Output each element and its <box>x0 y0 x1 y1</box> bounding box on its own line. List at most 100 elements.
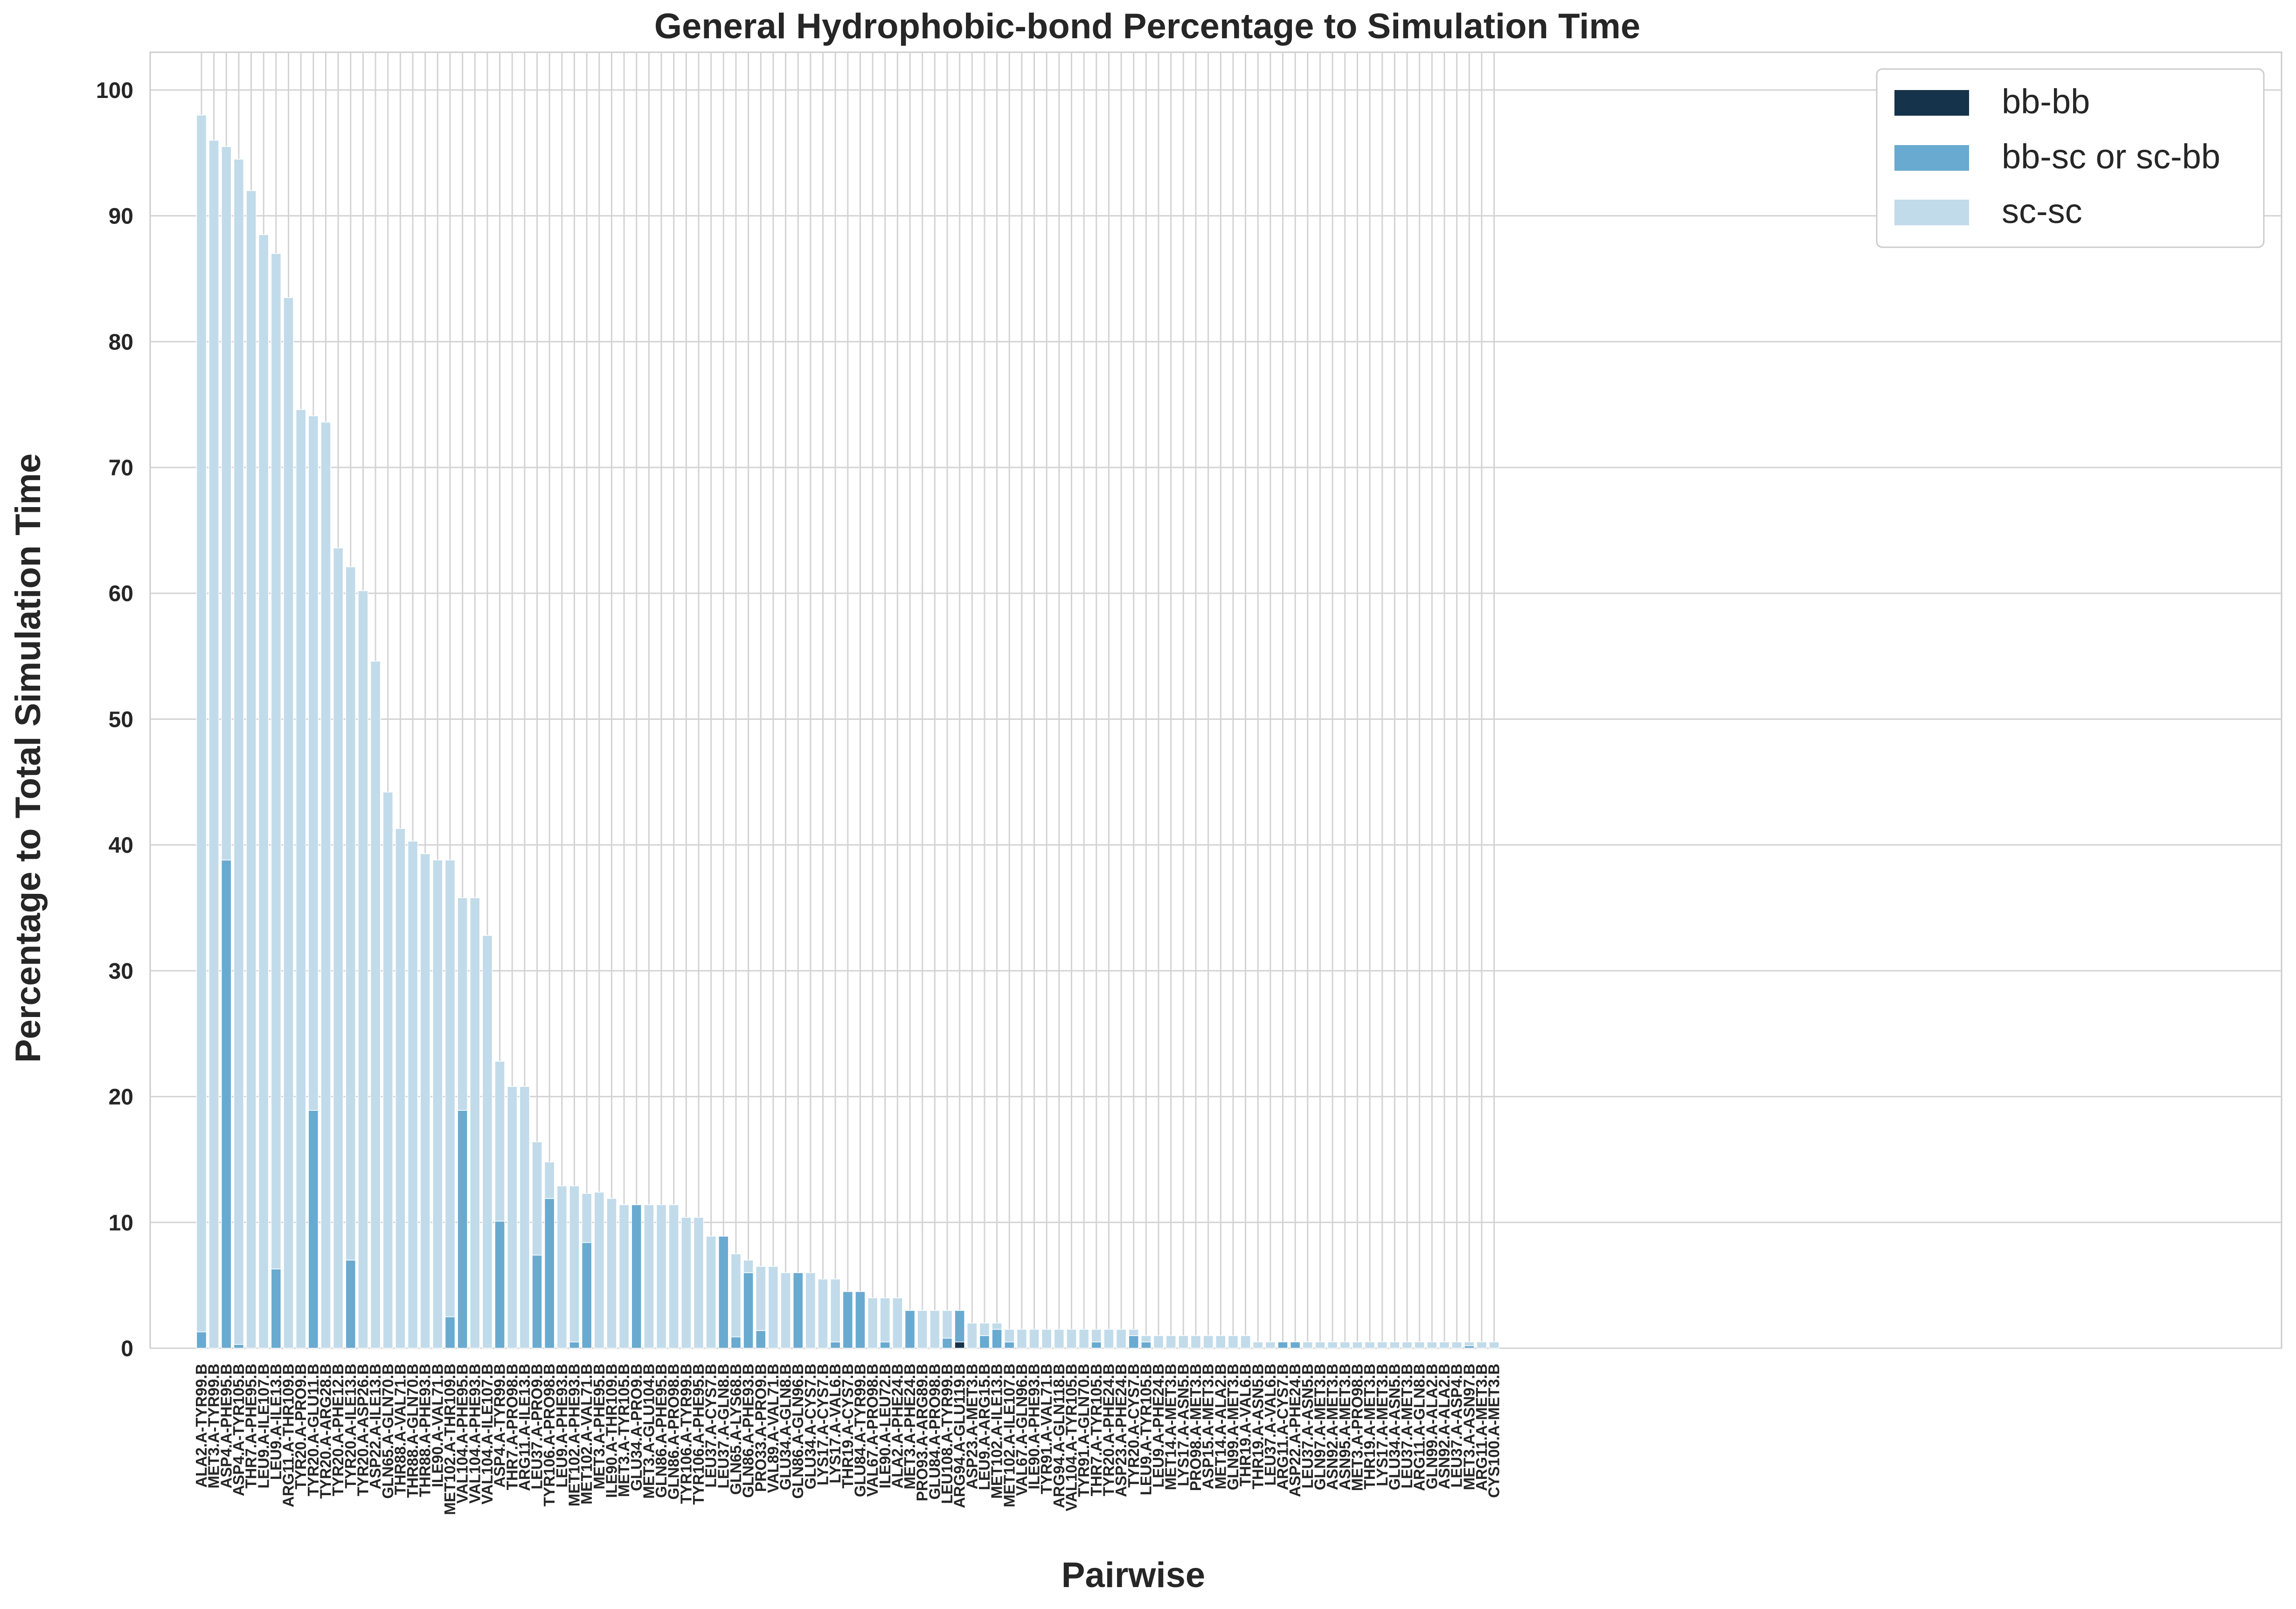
x-tick-label: THR7.A-PHE95.B <box>243 1364 260 1489</box>
bar-segment-sc-sc <box>581 1193 592 1243</box>
x-tick-label: LEU108.A-TYR99.B <box>938 1364 956 1504</box>
bar-segment-sc-sc <box>494 1061 505 1222</box>
bar-segment-sc-sc <box>1190 1335 1201 1349</box>
x-tick-label: MET3.A-ASN97.B <box>1460 1364 1477 1490</box>
legend-label-sc-sc: sc-sc <box>2002 192 2082 230</box>
bar-segment-sc-sc <box>1364 1341 1375 1349</box>
x-tick-label: ARG11.A-THR109.B <box>280 1364 297 1507</box>
x-tick-label: MET102.A-THR109.B <box>441 1364 458 1515</box>
bar-segment-sc-sc <box>1476 1341 1487 1349</box>
x-tick-label: MET102.A-PHE93.B <box>566 1364 583 1506</box>
x-tick-label: TYR91.A-VAL71.B <box>1038 1364 1055 1494</box>
bar-segment-sc-sc <box>382 792 393 1349</box>
bar-segment-bb-sc-or-sc-bb <box>457 1110 468 1349</box>
x-tick-label: GLN65.A-LYS68.B <box>727 1364 744 1495</box>
bar-segment-sc-sc <box>1165 1335 1176 1349</box>
bar-segment-bb-sc-or-sc-bb <box>581 1242 592 1349</box>
x-tick-label: TYR20.A-ASP26.B <box>354 1364 371 1496</box>
bar-segment-sc-sc <box>892 1297 903 1349</box>
bar-segment-sc-sc <box>1265 1341 1276 1349</box>
x-tick-label: GLU84.A-TYR99.B <box>851 1364 868 1497</box>
x-tick-label: MET3.A-TYR105.B <box>615 1364 632 1497</box>
x-tick-label: MET14.A-ALA2.B <box>1212 1364 1229 1490</box>
x-tick-label: VAL104.A-TYR105.B <box>1063 1364 1080 1511</box>
bar-segment-sc-sc <box>345 566 356 1261</box>
x-tick-label: GLN86.A-GLN96.B <box>789 1364 806 1499</box>
bar-segment-bb-sc-or-sc-bb <box>718 1236 729 1349</box>
bar-segment-sc-sc <box>780 1272 791 1349</box>
x-tick-label: ASN92.A-MET3.B <box>1324 1364 1341 1490</box>
bar-segment-sc-sc <box>320 422 331 1349</box>
x-tick-label: GLN86.A-PHE93.B <box>740 1364 757 1498</box>
y-tick-label: 60 <box>109 582 133 606</box>
x-tick-label: THR7.A-PRO98.B <box>503 1364 520 1490</box>
bar-segment-bb-sc-or-sc-bb <box>792 1272 804 1349</box>
bar-segment-sc-sc <box>706 1236 716 1349</box>
y-tick-label: 80 <box>109 330 133 355</box>
bar-segment-bb-sc-or-sc-bb <box>345 1260 356 1349</box>
bar-segment-sc-sc <box>1029 1329 1040 1349</box>
bar-segment-bb-sc-or-sc-bb <box>532 1254 542 1349</box>
bar-segment-bb-sc-or-sc-bb <box>1004 1341 1015 1349</box>
bar-segment-sc-sc <box>1352 1341 1363 1349</box>
bar-segment-sc-sc <box>681 1217 692 1349</box>
bar-segment-bb-sc-or-sc-bb <box>756 1330 766 1349</box>
x-tick-label: GLN99.A-MET3.B <box>1224 1364 1242 1490</box>
x-tick-label: ASP22.A-PHE24.B <box>1286 1364 1304 1497</box>
bar-segment-bb-bb <box>954 1341 965 1349</box>
bar-segment-sc-sc <box>1253 1341 1263 1349</box>
x-tick-label: ARG11.A-ILE13.B <box>516 1364 533 1491</box>
y-axis-label: Percentage to Total Simulation Time <box>8 453 48 1063</box>
legend-label-bb-bb: bb-bb <box>2002 82 2090 121</box>
x-tick-label: ARG11.A-GLN8.B <box>1411 1364 1428 1491</box>
bar-segment-sc-sc <box>1078 1329 1089 1349</box>
bar-segment-sc-sc <box>756 1266 766 1331</box>
x-tick-label: LEU9.A-PHE93.B <box>553 1364 570 1488</box>
y-tick-label: 40 <box>109 833 133 858</box>
bar-segment-sc-sc <box>196 115 207 1332</box>
bar-segment-sc-sc <box>979 1323 990 1336</box>
bar-segment-sc-sc <box>1489 1341 1499 1349</box>
x-tick-label: ASP4.A-PHE95.B <box>217 1364 235 1489</box>
bar-segment-sc-sc <box>358 590 368 1349</box>
y-tick-label: 70 <box>109 456 133 481</box>
x-tick-label: TYR20.A-PHE24.B <box>1100 1364 1117 1496</box>
bar-segment-sc-sc <box>221 146 232 861</box>
bar-segment-sc-sc <box>1178 1335 1189 1349</box>
bar-segment-sc-sc <box>644 1204 654 1349</box>
x-tick-label: LEU9.A-TYR105.B <box>1137 1364 1154 1495</box>
legend-frame <box>1876 68 2265 248</box>
bar-segment-bb-sc-or-sc-bb <box>904 1310 916 1349</box>
bars <box>196 115 1499 1349</box>
chart-title: General Hydrophobic-bond Percentage to S… <box>654 7 1640 46</box>
plot-area <box>149 51 2282 1349</box>
bar-segment-bb-sc-or-sc-bb <box>1128 1335 1139 1349</box>
x-tick-label: ALA2.A-PHE24.B <box>888 1364 906 1489</box>
x-tick-label: ILE90.A-VAL71.B <box>429 1364 446 1487</box>
x-tick-label: TYR106.A-TYR99.B <box>677 1364 694 1504</box>
x-tick-label: VAL104.A-PHE95.B <box>454 1364 471 1504</box>
bar-segment-sc-sc <box>1377 1341 1387 1349</box>
bar-segment-bb-sc-or-sc-bb <box>730 1336 742 1349</box>
x-tick-label: LEU37.A-CYS7.B <box>702 1364 720 1488</box>
x-tick-label: LEU37.A-ASP4.B <box>1448 1364 1465 1488</box>
bar-segment-sc-sc <box>295 409 306 1349</box>
bar-segment-bb-sc-or-sc-bb <box>743 1272 754 1349</box>
legend: bb-bb bb-sc or sc-bb sc-sc <box>1876 68 2265 248</box>
bar-segment-sc-sc <box>407 841 418 1349</box>
bar-segment-sc-sc <box>929 1310 940 1349</box>
x-tick-label: ASP4.A-TYR105.B <box>230 1364 247 1496</box>
legend-swatch-bb-sc-or-sc-bb <box>1894 145 1969 171</box>
bar-segment-sc-sc <box>283 297 294 1349</box>
bar-segment-sc-sc <box>258 234 269 1349</box>
x-tick-label: GLN99.A-ALA2.B <box>1423 1364 1440 1490</box>
bar-segment-sc-sc <box>743 1260 754 1273</box>
x-tick-label: GLN86.A-PHE95.B <box>652 1364 670 1498</box>
y-tick-label: 0 <box>121 1337 133 1361</box>
bar-segment-sc-sc <box>1339 1341 1351 1349</box>
x-tick-label: PRO93.A-ARG89.B <box>914 1364 931 1501</box>
bar-segment-sc-sc <box>1041 1329 1052 1349</box>
bar-segment-sc-sc <box>668 1204 679 1349</box>
x-tick-label: GLN86.A-PRO98.B <box>665 1364 682 1500</box>
